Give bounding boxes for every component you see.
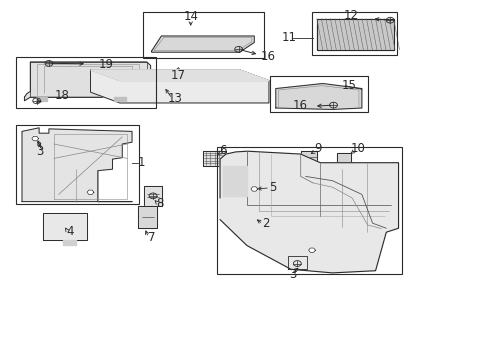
Text: 6: 6 — [219, 144, 226, 157]
Bar — [142, 12, 264, 58]
Polygon shape — [203, 151, 225, 166]
Text: 12: 12 — [343, 9, 358, 22]
Polygon shape — [36, 97, 47, 101]
Text: 16: 16 — [292, 99, 307, 112]
Text: 14: 14 — [183, 10, 198, 23]
Text: 3: 3 — [36, 145, 44, 158]
Text: 5: 5 — [268, 181, 276, 194]
Bar — [311, 12, 396, 55]
Text: 7: 7 — [147, 231, 155, 244]
Text: 18: 18 — [55, 89, 70, 102]
Polygon shape — [220, 151, 398, 273]
Text: 10: 10 — [350, 142, 365, 155]
Polygon shape — [32, 136, 39, 141]
Text: 8: 8 — [156, 197, 164, 210]
Text: 16: 16 — [260, 50, 275, 63]
Text: 13: 13 — [167, 92, 182, 105]
Text: 11: 11 — [282, 31, 296, 44]
Polygon shape — [275, 84, 361, 109]
Polygon shape — [308, 248, 315, 252]
Bar — [270, 76, 367, 112]
Bar — [16, 125, 139, 204]
Text: 15: 15 — [341, 79, 356, 92]
Bar — [16, 57, 156, 108]
Polygon shape — [90, 70, 268, 103]
Polygon shape — [24, 62, 150, 101]
Polygon shape — [223, 166, 247, 196]
Text: 19: 19 — [99, 58, 114, 71]
Polygon shape — [138, 206, 157, 228]
Polygon shape — [144, 186, 162, 206]
Text: 2: 2 — [262, 217, 269, 230]
Polygon shape — [250, 187, 257, 191]
Polygon shape — [22, 128, 132, 202]
Polygon shape — [90, 70, 268, 81]
Polygon shape — [62, 240, 76, 245]
Text: 4: 4 — [66, 225, 74, 238]
Text: 9: 9 — [313, 142, 321, 155]
Text: 1: 1 — [138, 156, 145, 169]
Polygon shape — [43, 213, 87, 240]
Polygon shape — [151, 36, 254, 52]
Polygon shape — [337, 153, 350, 163]
Polygon shape — [301, 151, 316, 163]
Polygon shape — [114, 97, 125, 101]
Bar — [216, 147, 401, 274]
Polygon shape — [316, 19, 393, 50]
Text: 17: 17 — [170, 69, 185, 82]
Polygon shape — [87, 190, 94, 194]
Text: 3: 3 — [288, 268, 296, 281]
